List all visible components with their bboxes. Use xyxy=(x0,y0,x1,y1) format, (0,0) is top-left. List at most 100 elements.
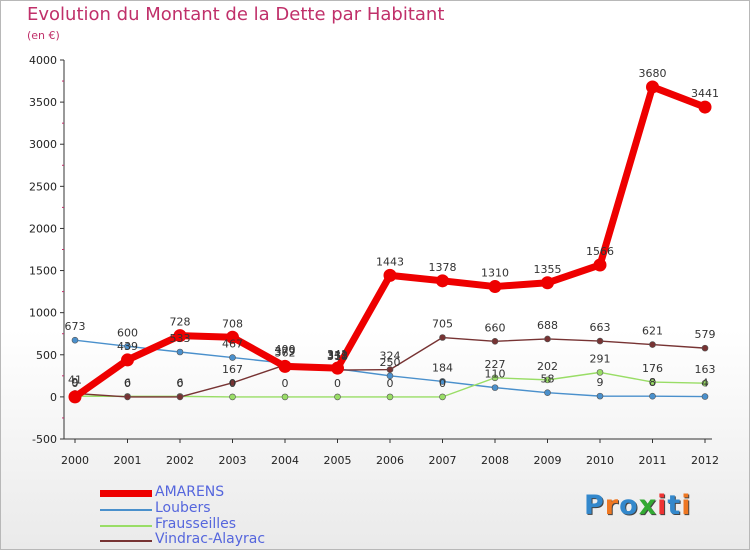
legend-swatch-amarens xyxy=(100,490,152,497)
x-tick-label: 2002 xyxy=(166,454,194,467)
data-label-amarens: 1443 xyxy=(376,255,404,268)
data-label-amarens: 728 xyxy=(170,316,191,329)
data-point-frausseilles xyxy=(229,393,236,401)
data-label-amarens: 3680 xyxy=(639,67,667,80)
data-label-vindrac-alayrac: 318 xyxy=(327,350,348,363)
data-label-amarens: 1566 xyxy=(586,245,614,258)
x-tick-label: 2007 xyxy=(429,454,457,467)
data-label-amarens: 708 xyxy=(222,317,243,330)
logo-letter: t xyxy=(667,490,682,521)
legend-label-loubers: Loubers xyxy=(155,500,211,516)
data-label-frausseilles: 6 xyxy=(124,376,131,389)
data-label-frausseilles: 0 xyxy=(334,377,341,390)
x-tick-label: 2006 xyxy=(376,454,404,467)
data-label-loubers: 400 xyxy=(275,343,296,356)
legend-item-frausseilles: Frausseilles xyxy=(100,516,360,532)
data-label-loubers: 467 xyxy=(222,338,243,351)
data-point-amarens xyxy=(331,361,344,375)
data-label-vindrac-alayrac: 579 xyxy=(695,328,716,341)
data-label-vindrac-alayrac: 324 xyxy=(380,350,401,363)
legend-item-amarens: AMARENS xyxy=(100,484,360,500)
x-tick-label: 2009 xyxy=(534,454,562,467)
y-tick-label: 500 xyxy=(36,349,57,362)
data-point-loubers xyxy=(229,354,236,361)
legend-item-loubers: Loubers xyxy=(100,500,360,516)
y-tick-label: -500 xyxy=(32,433,57,446)
data-label-loubers: 8 xyxy=(649,376,656,389)
data-point-frausseilles xyxy=(491,374,499,382)
data-label-frausseilles: 227 xyxy=(485,358,506,371)
data-point-vindrac-alayrac xyxy=(649,341,656,348)
x-tick-label: 2012 xyxy=(691,454,719,467)
x-tick-label: 2001 xyxy=(114,454,142,467)
y-tick-label: 1500 xyxy=(29,265,57,278)
x-tick-label: 2005 xyxy=(324,454,352,467)
logo-letter: P xyxy=(584,490,605,521)
data-label-vindrac-alayrac: 167 xyxy=(222,363,243,376)
data-label-vindrac-alayrac: 0 xyxy=(177,377,184,390)
data-label-frausseilles: 291 xyxy=(590,352,611,365)
data-label-amarens: 362 xyxy=(275,346,296,359)
data-label-frausseilles: 0 xyxy=(439,377,446,390)
data-point-loubers xyxy=(649,392,656,400)
data-point-frausseilles xyxy=(596,369,604,376)
data-point-vindrac-alayrac xyxy=(176,393,184,401)
legend-label-frausseilles: Frausseilles xyxy=(155,516,237,532)
data-label-vindrac-alayrac: 660 xyxy=(485,321,506,334)
data-point-loubers xyxy=(701,393,709,400)
data-point-amarens xyxy=(646,80,659,94)
data-point-vindrac-alayrac xyxy=(596,337,604,345)
logo-letter: r xyxy=(604,490,620,521)
data-point-loubers xyxy=(544,389,551,396)
logo-letter: o xyxy=(619,490,639,521)
data-point-frausseilles xyxy=(439,393,446,401)
data-point-vindrac-alayrac xyxy=(386,366,394,373)
data-label-loubers: 533 xyxy=(170,332,191,345)
data-label-frausseilles: 0 xyxy=(282,377,289,390)
data-point-amarens xyxy=(68,390,82,404)
data-point-vindrac-alayrac xyxy=(124,393,131,401)
data-point-frausseilles xyxy=(281,393,289,401)
y-tick-label: 4000 xyxy=(29,54,57,67)
data-label-loubers: 110 xyxy=(485,368,506,381)
data-label-amarens: 341 xyxy=(327,348,348,361)
y-tick-label: 2500 xyxy=(29,180,57,193)
legend-label-amarens: AMARENS xyxy=(155,484,225,500)
data-point-vindrac-alayrac xyxy=(229,379,236,387)
data-point-loubers xyxy=(176,348,184,356)
data-label-frausseilles: 176 xyxy=(642,362,663,375)
y-tick-label: 3500 xyxy=(29,96,57,109)
data-point-frausseilles xyxy=(649,378,656,386)
data-point-frausseilles xyxy=(334,393,341,401)
y-tick-label: 0 xyxy=(50,391,57,404)
y-tick-label: 3000 xyxy=(29,138,57,151)
data-point-vindrac-alayrac xyxy=(544,335,551,343)
data-point-frausseilles xyxy=(386,393,394,401)
legend-swatch-loubers xyxy=(100,509,152,511)
data-label-amarens: 0 xyxy=(72,377,79,390)
data-label-vindrac-alayrac: 0 xyxy=(124,377,131,390)
legend-label-vindrac-alayrac: Vindrac-Alayrac xyxy=(155,531,266,547)
data-label-loubers: 250 xyxy=(380,356,401,369)
data-label-loubers: 4 xyxy=(702,377,709,390)
data-label-frausseilles: 163 xyxy=(695,363,716,376)
data-label-amarens: 1310 xyxy=(481,267,509,280)
legend-item-vindrac-alayrac: Vindrac-Alayrac xyxy=(100,531,360,547)
data-point-loubers xyxy=(439,378,446,385)
data-label-vindrac-alayrac: 379 xyxy=(275,345,296,358)
data-point-amarens xyxy=(698,100,712,114)
data-label-frausseilles: 0 xyxy=(387,377,394,390)
logo-letter: i xyxy=(681,490,692,521)
data-point-loubers xyxy=(124,343,131,350)
legend-swatch-frausseilles xyxy=(100,525,152,527)
data-label-frausseilles: 0 xyxy=(229,377,236,390)
x-tick-label: 2000 xyxy=(61,454,89,467)
data-point-frausseilles xyxy=(701,379,709,387)
data-label-loubers: 184 xyxy=(432,361,453,374)
data-label-frausseilles: 6 xyxy=(177,376,184,389)
chart-title: Evolution du Montant de la Dette par Hab… xyxy=(27,4,445,25)
y-tick-label: 2000 xyxy=(29,222,57,235)
data-point-amarens xyxy=(383,268,397,282)
